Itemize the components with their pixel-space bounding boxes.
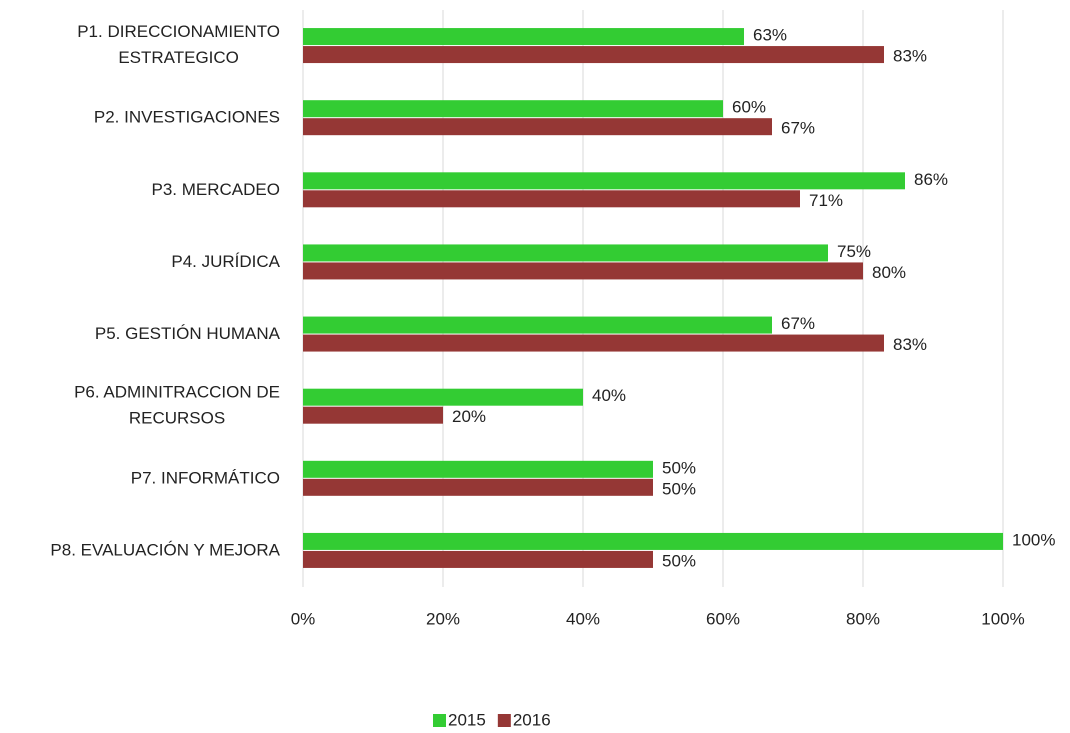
data-label: 83%	[893, 335, 927, 354]
legend-label: 2015	[448, 710, 486, 729]
y-tick-label: P3. MERCADEO	[152, 180, 280, 199]
y-tick-label: P1. DIRECCIONAMIENTO ESTRATEGICO	[77, 23, 280, 68]
data-label: 75%	[837, 242, 871, 261]
bar	[303, 550, 653, 568]
x-tick-label: 60%	[706, 609, 740, 628]
bar	[303, 478, 653, 496]
bar	[303, 100, 723, 118]
bar	[303, 46, 884, 64]
x-tick-label: 0%	[291, 609, 316, 628]
bar	[303, 244, 828, 262]
data-label: 50%	[662, 458, 696, 477]
data-label: 50%	[662, 551, 696, 570]
bar	[303, 334, 884, 352]
x-tick-label: 20%	[426, 609, 460, 628]
bar	[303, 172, 905, 190]
x-tick-label: 40%	[566, 609, 600, 628]
y-tick-label: P6. ADMINITRACCION DE RECURSOS	[74, 383, 280, 428]
bar	[303, 406, 443, 424]
y-tick-label: P4. JURÍDICA	[171, 252, 280, 271]
y-tick-label: P5. GESTIÓN HUMANA	[95, 324, 281, 343]
data-label: 83%	[893, 47, 927, 66]
data-label: 50%	[662, 479, 696, 498]
x-tick-label: 80%	[846, 609, 880, 628]
y-tick-label: P8. EVALUACIÓN Y MEJORA	[50, 540, 280, 559]
bar	[303, 460, 653, 478]
y-tick-label: P2. INVESTIGACIONES	[94, 108, 280, 127]
data-label: 100%	[1012, 530, 1055, 549]
bar	[303, 28, 744, 46]
data-label: 67%	[781, 314, 815, 333]
bar	[303, 316, 772, 334]
bar	[303, 262, 863, 280]
data-label: 67%	[781, 119, 815, 138]
x-tick-label: 100%	[981, 609, 1024, 628]
data-label: 71%	[809, 191, 843, 210]
legend-swatch	[433, 714, 446, 727]
data-label: 80%	[872, 263, 906, 282]
data-label: 63%	[753, 26, 787, 45]
data-label: 60%	[732, 98, 766, 117]
legend-swatch	[497, 714, 511, 727]
legend-label: 2016	[513, 710, 551, 729]
data-label: 86%	[914, 170, 948, 189]
bar	[303, 190, 800, 208]
bar	[303, 388, 583, 406]
bar	[303, 532, 1003, 550]
bar	[303, 118, 772, 136]
data-label: 20%	[452, 407, 486, 426]
data-label: 40%	[592, 386, 626, 405]
y-tick-label: P7. INFORMÁTICO	[131, 468, 280, 487]
